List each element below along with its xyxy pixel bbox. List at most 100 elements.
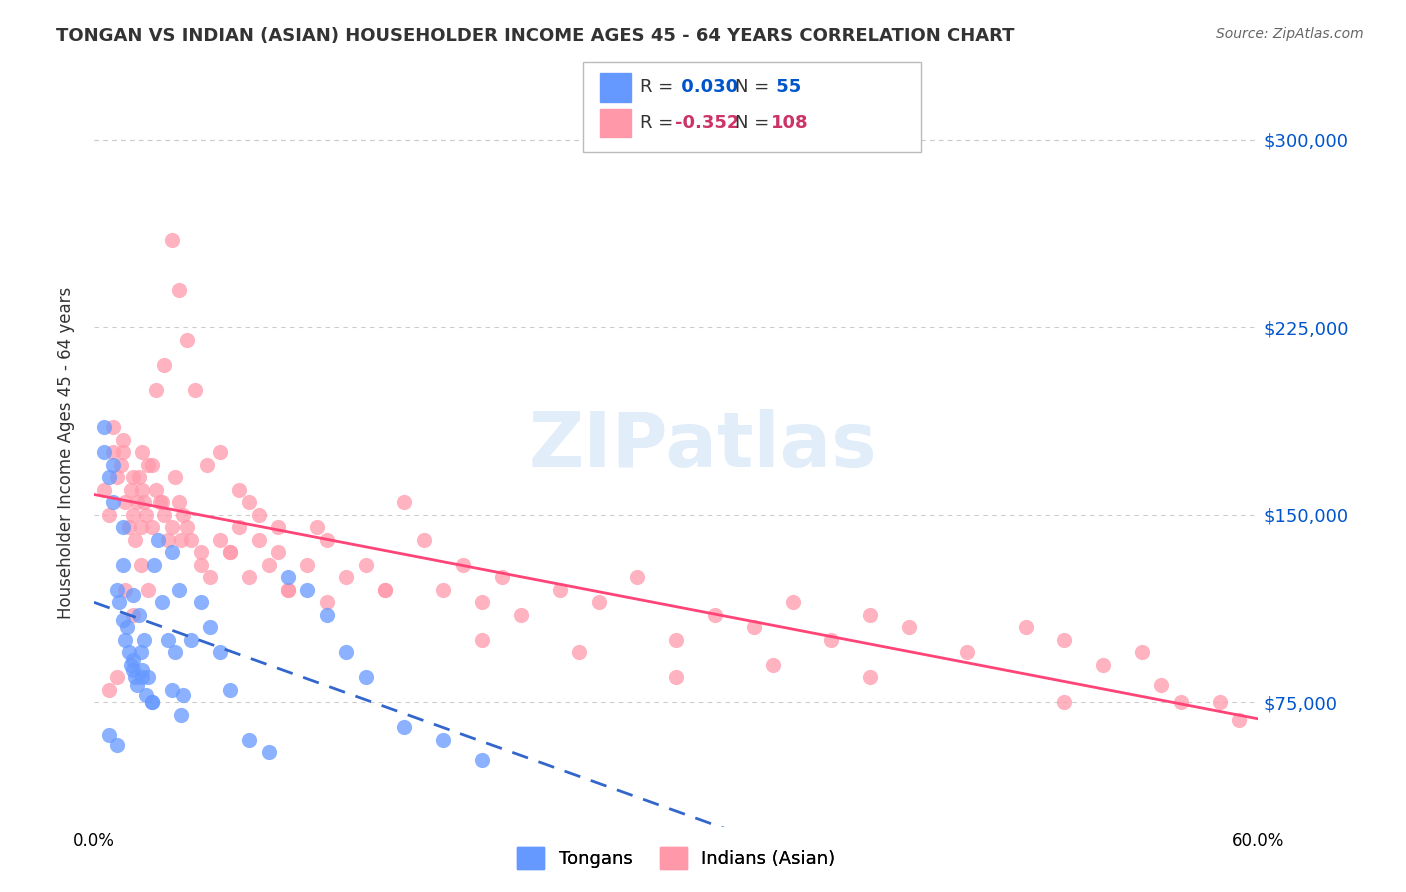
- Point: [141, 520, 163, 534]
- Point: [315, 595, 337, 609]
- Point: [665, 632, 688, 647]
- Point: [141, 458, 163, 472]
- Point: [98, 682, 121, 697]
- Point: [200, 570, 222, 584]
- Point: [172, 688, 194, 702]
- Point: [568, 645, 591, 659]
- Point: [169, 283, 191, 297]
- Point: [105, 470, 128, 484]
- Text: N =: N =: [735, 78, 775, 96]
- Point: [121, 653, 143, 667]
- Point: [297, 582, 319, 597]
- Point: [115, 620, 138, 634]
- Point: [160, 233, 183, 247]
- Point: [742, 620, 765, 634]
- Point: [131, 663, 153, 677]
- Point: [491, 570, 513, 584]
- Point: [121, 663, 143, 677]
- Y-axis label: Householder Income Ages 45 - 64 years: Householder Income Ages 45 - 64 years: [58, 286, 75, 618]
- Point: [145, 383, 167, 397]
- Legend: Tongans, Indians (Asian): Tongans, Indians (Asian): [508, 838, 844, 879]
- Text: -0.352: -0.352: [675, 114, 740, 132]
- Point: [172, 508, 194, 522]
- Text: R =: R =: [640, 114, 679, 132]
- Point: [1053, 695, 1076, 709]
- Point: [451, 558, 474, 572]
- Point: [209, 645, 232, 659]
- Point: [131, 670, 153, 684]
- Point: [432, 582, 454, 597]
- Point: [432, 732, 454, 747]
- Point: [121, 607, 143, 622]
- Point: [471, 632, 494, 647]
- Point: [354, 670, 377, 684]
- Point: [859, 670, 882, 684]
- Point: [315, 533, 337, 547]
- Text: Source: ZipAtlas.com: Source: ZipAtlas.com: [1216, 27, 1364, 41]
- Text: 108: 108: [770, 114, 808, 132]
- Point: [120, 657, 142, 672]
- Point: [112, 613, 135, 627]
- Point: [510, 607, 533, 622]
- Point: [257, 558, 280, 572]
- Point: [129, 558, 152, 572]
- Point: [156, 632, 179, 647]
- Point: [1014, 620, 1036, 634]
- Point: [170, 707, 193, 722]
- Point: [150, 495, 173, 509]
- Point: [170, 533, 193, 547]
- Point: [176, 333, 198, 347]
- Point: [247, 533, 270, 547]
- Point: [704, 607, 727, 622]
- Point: [218, 682, 240, 697]
- Point: [169, 582, 191, 597]
- Point: [898, 620, 921, 634]
- Point: [103, 458, 125, 472]
- Point: [105, 582, 128, 597]
- Point: [665, 670, 688, 684]
- Point: [135, 688, 157, 702]
- Point: [145, 483, 167, 497]
- Point: [124, 670, 146, 684]
- Point: [956, 645, 979, 659]
- Point: [277, 582, 299, 597]
- Text: 55: 55: [770, 78, 801, 96]
- Point: [218, 545, 240, 559]
- Point: [136, 670, 159, 684]
- Point: [153, 508, 176, 522]
- Point: [136, 582, 159, 597]
- Point: [160, 545, 183, 559]
- Point: [238, 732, 260, 747]
- Point: [124, 533, 146, 547]
- Point: [859, 607, 882, 622]
- Point: [93, 483, 115, 497]
- Point: [114, 495, 136, 509]
- Point: [169, 495, 191, 509]
- Point: [125, 495, 148, 509]
- Point: [112, 433, 135, 447]
- Point: [335, 645, 357, 659]
- Point: [195, 458, 218, 472]
- Point: [209, 533, 232, 547]
- Point: [1170, 695, 1192, 709]
- Point: [762, 657, 785, 672]
- Point: [1130, 645, 1153, 659]
- Text: R =: R =: [640, 78, 679, 96]
- Point: [190, 558, 212, 572]
- Point: [238, 495, 260, 509]
- Point: [190, 545, 212, 559]
- Point: [257, 745, 280, 759]
- Point: [149, 495, 172, 509]
- Point: [782, 595, 804, 609]
- Text: N =: N =: [735, 114, 775, 132]
- Point: [143, 558, 166, 572]
- Point: [150, 595, 173, 609]
- Point: [1150, 678, 1173, 692]
- Point: [93, 420, 115, 434]
- Point: [626, 570, 648, 584]
- Point: [297, 558, 319, 572]
- Point: [218, 545, 240, 559]
- Point: [548, 582, 571, 597]
- Point: [121, 508, 143, 522]
- Point: [165, 645, 187, 659]
